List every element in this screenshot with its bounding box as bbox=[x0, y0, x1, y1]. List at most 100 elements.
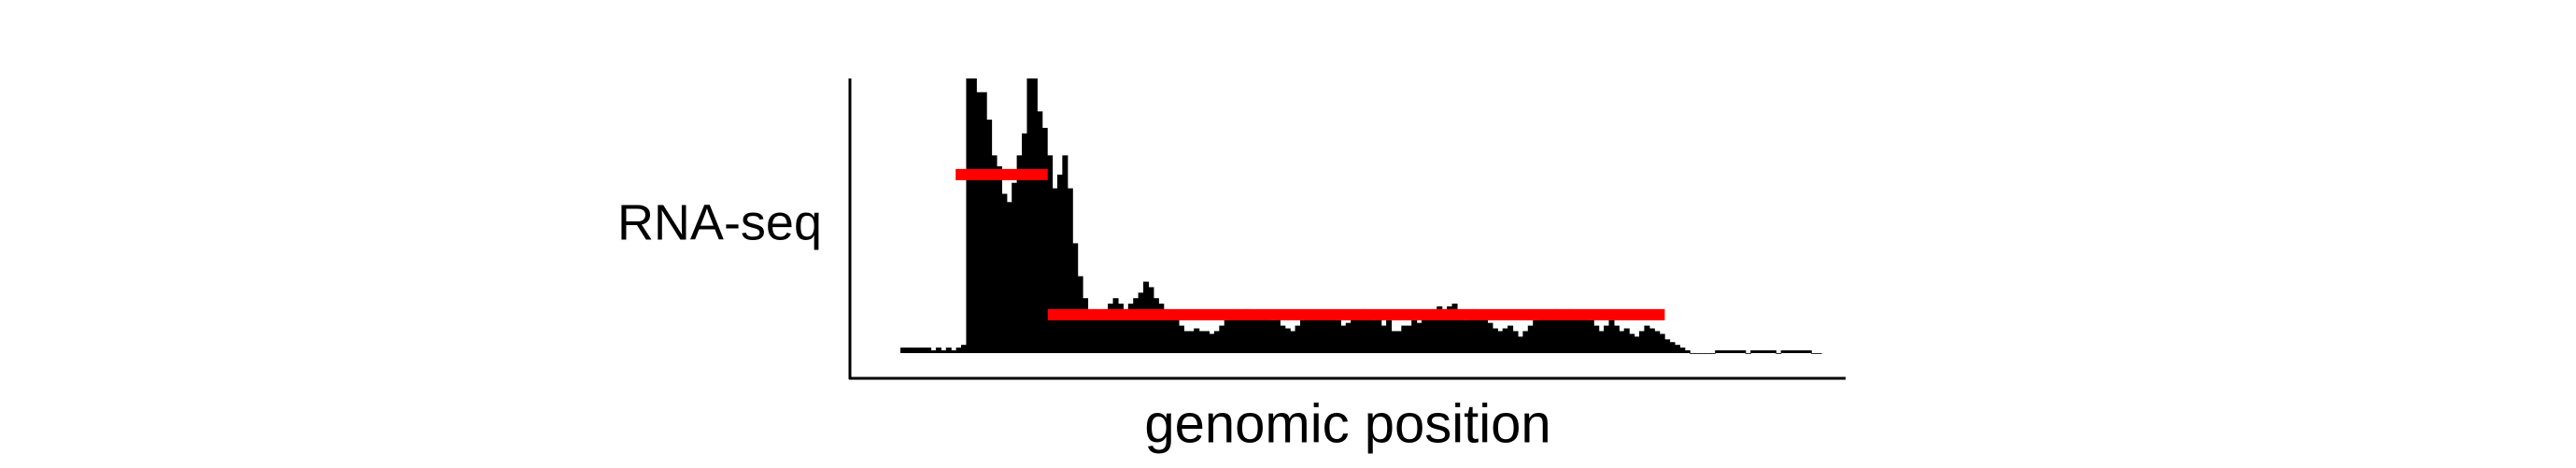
coverage-bar bbox=[1031, 78, 1038, 353]
coverage-bar bbox=[1466, 314, 1473, 353]
coverage-bar bbox=[1558, 314, 1564, 353]
coverage-bar bbox=[1188, 331, 1195, 353]
coverage-bar bbox=[1259, 311, 1266, 353]
coverage-bar bbox=[1619, 331, 1625, 353]
coverage-bar bbox=[1593, 325, 1600, 353]
coverage-bar bbox=[1816, 353, 1822, 354]
coverage-bar bbox=[1370, 319, 1377, 353]
coverage-bar bbox=[1537, 314, 1544, 353]
coverage-bar bbox=[1224, 319, 1230, 353]
coverage-bar bbox=[1638, 331, 1645, 353]
coverage-bar bbox=[1790, 350, 1797, 353]
coverage-bar bbox=[1345, 322, 1352, 353]
coverage-bar bbox=[1178, 325, 1184, 353]
coverage-bar bbox=[1720, 350, 1726, 353]
coverage-bar bbox=[1447, 306, 1453, 353]
coverage-bar bbox=[1097, 314, 1104, 353]
coverage-bar bbox=[1056, 174, 1063, 353]
y-axis-label: RNA-seq bbox=[617, 194, 822, 250]
coverage-bar bbox=[1001, 193, 1008, 353]
coverage-bar bbox=[1366, 314, 1372, 353]
coverage-bar bbox=[1290, 331, 1296, 353]
coverage-bar bbox=[1552, 308, 1559, 353]
coverage-bar bbox=[1462, 319, 1468, 353]
coverage-bar bbox=[1613, 325, 1620, 353]
coverage-bar bbox=[926, 347, 932, 353]
coverage-bar bbox=[1431, 308, 1437, 353]
coverage-bar bbox=[1426, 311, 1433, 353]
coverage-bar bbox=[1022, 133, 1028, 353]
coverage-bar bbox=[1795, 350, 1802, 353]
coverage-bar bbox=[1380, 325, 1387, 353]
coverage-bar bbox=[1041, 127, 1048, 353]
coverage-bar bbox=[1776, 353, 1782, 354]
coverage-bars bbox=[900, 78, 1822, 354]
coverage-bar bbox=[1497, 331, 1504, 353]
coverage-bar bbox=[951, 350, 957, 353]
coverage-bar bbox=[970, 78, 977, 353]
coverage-bar bbox=[1649, 328, 1655, 353]
coverage-bar bbox=[1052, 188, 1058, 353]
coverage-bar bbox=[1335, 319, 1341, 353]
coverage-bar bbox=[996, 166, 1002, 353]
coverage-bar bbox=[981, 92, 987, 353]
coverage-bar bbox=[1249, 311, 1255, 353]
coverage-bar bbox=[1087, 308, 1094, 353]
coverage-bar bbox=[1543, 311, 1550, 353]
coverage-bar bbox=[920, 347, 927, 353]
coverage-bar bbox=[1482, 317, 1489, 353]
coverage-bar bbox=[1623, 328, 1630, 353]
coverage-bar bbox=[1254, 317, 1261, 353]
coverage-bar bbox=[1234, 308, 1240, 353]
coverage-bar bbox=[1684, 350, 1691, 353]
coverage-bar bbox=[1548, 314, 1554, 353]
coverage-bar bbox=[1604, 325, 1610, 353]
coverage-bar bbox=[961, 345, 968, 353]
coverage-bar bbox=[1320, 311, 1326, 353]
coverage-bar bbox=[910, 347, 916, 353]
coverage-bar bbox=[900, 347, 907, 353]
coverage-bar bbox=[1198, 331, 1205, 353]
coverage-bar bbox=[1108, 304, 1114, 353]
coverage-bar bbox=[1315, 314, 1322, 353]
coverage-bar bbox=[976, 92, 983, 353]
coverage-bar bbox=[1274, 317, 1281, 353]
coverage-bar bbox=[1740, 350, 1747, 353]
coverage-bar bbox=[1219, 325, 1225, 353]
coverage-bar bbox=[1472, 308, 1479, 353]
coverage-bar bbox=[935, 347, 941, 353]
coverage-bar bbox=[1760, 350, 1767, 353]
coverage-bar bbox=[1280, 325, 1286, 353]
coverage-bar bbox=[986, 120, 993, 353]
coverage-bar bbox=[1351, 314, 1357, 353]
coverage-bar bbox=[955, 347, 962, 353]
coverage-bar bbox=[1811, 353, 1818, 354]
coverage-bar bbox=[1062, 155, 1069, 353]
coverage-bar bbox=[1608, 319, 1615, 353]
coverage-bar bbox=[1734, 350, 1741, 353]
coverage-bar bbox=[1786, 350, 1792, 353]
coverage-bar bbox=[915, 347, 922, 353]
coverage-bar bbox=[1598, 331, 1605, 353]
coverage-bar bbox=[1664, 339, 1671, 353]
coverage-bar bbox=[1067, 188, 1073, 353]
coverage-bar bbox=[1194, 328, 1200, 353]
coverage-bar bbox=[1765, 350, 1772, 353]
coverage-bar bbox=[1102, 308, 1109, 353]
coverage-bar bbox=[1770, 350, 1776, 353]
coverage-bar bbox=[1588, 319, 1594, 353]
coverage-bar bbox=[1092, 308, 1098, 353]
coverage-bar bbox=[1522, 331, 1529, 353]
coverage-bar bbox=[1325, 314, 1332, 353]
x-axis-label: genomic position bbox=[1144, 393, 1550, 454]
coverage-bar bbox=[1295, 325, 1301, 353]
coverage-bar bbox=[1006, 202, 1012, 353]
coverage-bar bbox=[1168, 311, 1175, 353]
coverage-bar bbox=[1730, 350, 1736, 353]
coverage-bar bbox=[1487, 322, 1493, 353]
coverage-bar bbox=[1437, 306, 1443, 353]
coverage-bar bbox=[1801, 350, 1807, 353]
coverage-bar bbox=[1229, 314, 1236, 353]
coverage-bar bbox=[1573, 314, 1579, 353]
coverage-bar bbox=[1745, 353, 1751, 354]
